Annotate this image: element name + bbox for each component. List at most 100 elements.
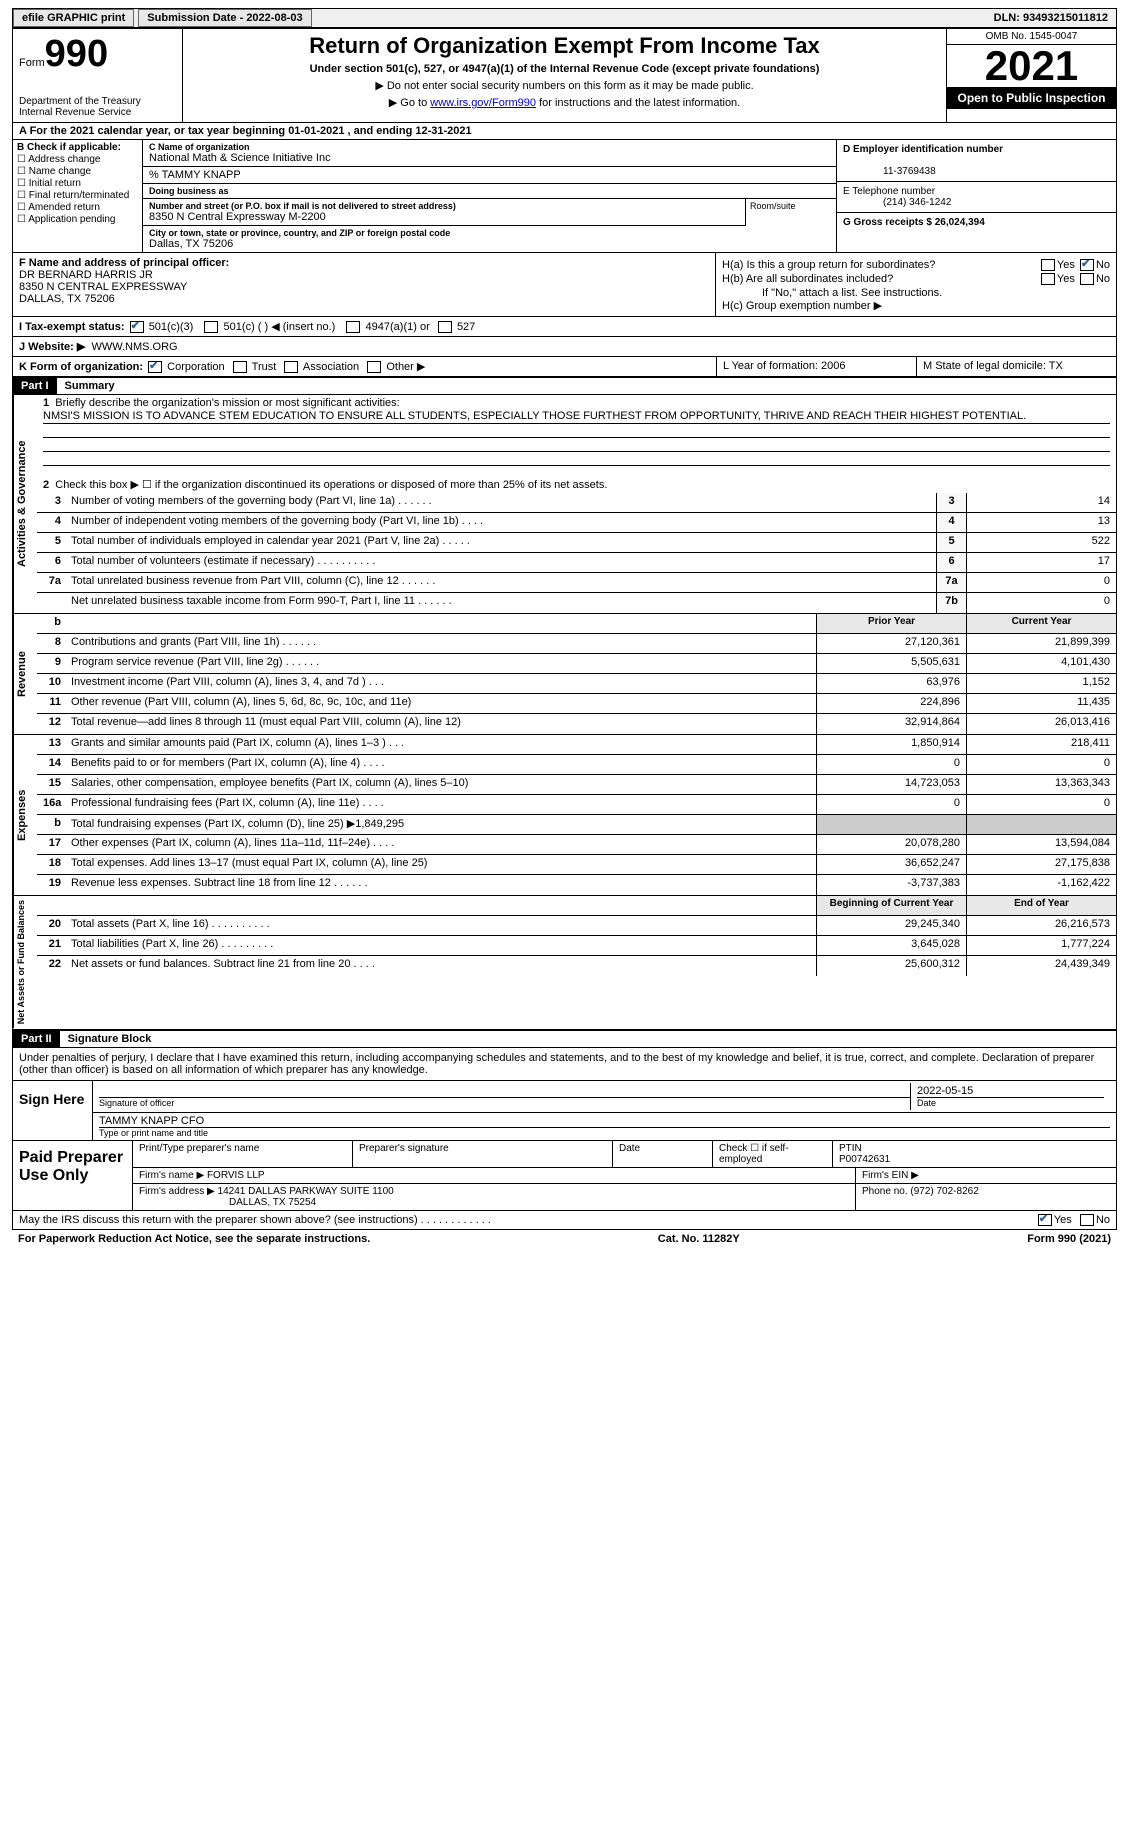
year-formation: L Year of formation: 2006 (716, 357, 916, 376)
cb-4947[interactable] (346, 321, 360, 333)
hc-label: H(c) Group exemption number ▶ (722, 299, 1110, 312)
firm-addr-label: Firm's address ▶ (139, 1186, 215, 1197)
top-bar: efile GRAPHIC print Submission Date - 20… (12, 8, 1117, 28)
row-i-label: I Tax-exempt status: (19, 321, 125, 333)
line-10: Investment income (Part VIII, column (A)… (67, 674, 816, 693)
care-of: % TAMMY KNAPP (149, 169, 830, 181)
ptin-label: PTIN (839, 1143, 862, 1154)
cb-501c3[interactable] (130, 321, 144, 333)
preparer-date-label: Date (613, 1141, 713, 1167)
self-employed-label: Check ☐ if self-employed (713, 1141, 833, 1167)
end-year-header: End of Year (966, 896, 1116, 915)
row-a-tax-year: A For the 2021 calendar year, or tax yea… (12, 123, 1117, 140)
note2-pre: ▶ Go to (389, 97, 430, 109)
dba-label: Doing business as (149, 186, 830, 196)
form-number: 990 (45, 33, 108, 75)
note2-post: for instructions and the latest informat… (536, 97, 740, 109)
row-j-label: J Website: ▶ (19, 341, 85, 353)
website-value: WWW.NMS.ORG (91, 341, 177, 353)
submission-date-label: Submission Date - 2022-08-03 (138, 9, 311, 27)
beg-year-header: Beginning of Current Year (816, 896, 966, 915)
efile-print-button[interactable]: efile GRAPHIC print (13, 9, 134, 27)
ha-yes-cb[interactable] (1041, 259, 1055, 271)
line-20: Total assets (Part X, line 16) . . . . .… (67, 916, 816, 935)
discuss-text: May the IRS discuss this return with the… (19, 1214, 491, 1226)
hb-note: If "No," attach a list. See instructions… (722, 287, 1110, 299)
irs-label: Internal Revenue Service (19, 107, 176, 118)
cb-other[interactable] (367, 361, 381, 373)
footer: For Paperwork Reduction Act Notice, see … (12, 1230, 1117, 1248)
discuss-no-cb[interactable] (1080, 1214, 1094, 1226)
hb-no-cb[interactable] (1080, 273, 1094, 285)
ha-no-cb[interactable] (1080, 259, 1094, 271)
expenses-section-label: Expenses (13, 735, 37, 895)
cb-address-change[interactable]: ☐ Address change (17, 154, 138, 165)
ein-label: D Employer identification number (843, 144, 1003, 155)
cb-app-pending[interactable]: ☐ Application pending (17, 214, 138, 225)
cb-trust[interactable] (233, 361, 247, 373)
discuss-row: May the IRS discuss this return with the… (12, 1211, 1117, 1230)
addr-label: Number and street (or P.O. box if mail i… (149, 201, 739, 211)
cb-final-return[interactable]: ☐ Final return/terminated (17, 190, 138, 201)
cb-501c[interactable] (204, 321, 218, 333)
line-11: Other revenue (Part VIII, column (A), li… (67, 694, 816, 713)
suite-label: Room/suite (746, 199, 836, 226)
cb-amended[interactable]: ☐ Amended return (17, 202, 138, 213)
firm-phone: Phone no. (972) 702-8262 (856, 1184, 1116, 1210)
sig-declaration: Under penalties of perjury, I declare th… (12, 1048, 1117, 1081)
ha-label: H(a) Is this a group return for subordin… (722, 259, 935, 271)
sign-here-block: Sign Here Signature of officer 2022-05-1… (12, 1081, 1117, 1141)
state-domicile: M State of legal domicile: TX (916, 357, 1116, 376)
line-16b: Total fundraising expenses (Part IX, col… (67, 815, 816, 834)
q1-num: 1 (43, 397, 49, 409)
activities-section-label: Activities & Governance (13, 395, 37, 613)
dept-label: Department of the Treasury (19, 96, 176, 107)
sig-officer-label: Signature of officer (99, 1097, 910, 1108)
firm-addr1: 14241 DALLAS PARKWAY SUITE 1100 (218, 1186, 394, 1197)
org-name: National Math & Science Initiative Inc (149, 152, 830, 164)
section-b-c-d: B Check if applicable: ☐ Address change … (12, 140, 1117, 252)
part2-header: Part II Signature Block (12, 1030, 1117, 1048)
irs-link[interactable]: www.irs.gov/Form990 (430, 97, 536, 109)
firm-name-label: Firm's name ▶ (139, 1170, 204, 1181)
gross-receipts: G Gross receipts $ 26,024,394 (843, 217, 985, 228)
hb-label: H(b) Are all subordinates included? (722, 273, 893, 285)
line-17: Other expenses (Part IX, column (A), lin… (67, 835, 816, 854)
ptin-value: P00742631 (839, 1154, 890, 1165)
firm-ein-label: Firm's EIN ▶ (856, 1168, 1116, 1183)
form-label: Form (19, 57, 45, 69)
line-12: Total revenue—add lines 8 through 11 (mu… (67, 714, 816, 734)
mission-text: NMSI'S MISSION IS TO ADVANCE STEM EDUCAT… (43, 409, 1110, 424)
org-name-label: C Name of organization (149, 142, 830, 152)
ein-value: 11-3769438 (843, 166, 936, 177)
footer-left: For Paperwork Reduction Act Notice, see … (18, 1233, 370, 1245)
sig-date: 2022-05-15 (917, 1085, 1104, 1097)
line-6: Total number of volunteers (estimate if … (67, 553, 936, 572)
tax-year: 2021 (947, 45, 1116, 87)
line-18: Total expenses. Add lines 13–17 (must eq… (67, 855, 816, 874)
form-note1: ▶ Do not enter social security numbers o… (189, 79, 940, 92)
open-inspection-badge: Open to Public Inspection (947, 87, 1116, 109)
cb-corp[interactable] (148, 361, 162, 373)
line-13: Grants and similar amounts paid (Part IX… (67, 735, 816, 754)
cb-527[interactable] (438, 321, 452, 333)
line-14: Benefits paid to or for members (Part IX… (67, 755, 816, 774)
hb-yes-cb[interactable] (1041, 273, 1055, 285)
line-19: Revenue less expenses. Subtract line 18 … (67, 875, 816, 895)
firm-addr2: DALLAS, TX 75254 (139, 1197, 316, 1208)
paid-preparer-block: Paid Preparer Use Only Print/Type prepar… (12, 1141, 1117, 1211)
prior-year-header: Prior Year (816, 614, 966, 633)
cb-assoc[interactable] (284, 361, 298, 373)
city-state-zip: Dallas, TX 75206 (149, 238, 830, 250)
netassets-section-label: Net Assets or Fund Balances (13, 896, 37, 1028)
discuss-yes-cb[interactable] (1038, 1214, 1052, 1226)
officer-label: F Name and address of principal officer: (19, 257, 229, 269)
cb-initial-return[interactable]: ☐ Initial return (17, 178, 138, 189)
form-header: Form990 Department of the Treasury Inter… (12, 28, 1117, 123)
firm-name: FORVIS LLP (207, 1170, 265, 1181)
cb-name-change[interactable]: ☐ Name change (17, 166, 138, 177)
line-7a: Total unrelated business revenue from Pa… (67, 573, 936, 592)
line-22: Net assets or fund balances. Subtract li… (67, 956, 816, 976)
preparer-name-label: Print/Type preparer's name (133, 1141, 353, 1167)
line-5: Total number of individuals employed in … (67, 533, 936, 552)
